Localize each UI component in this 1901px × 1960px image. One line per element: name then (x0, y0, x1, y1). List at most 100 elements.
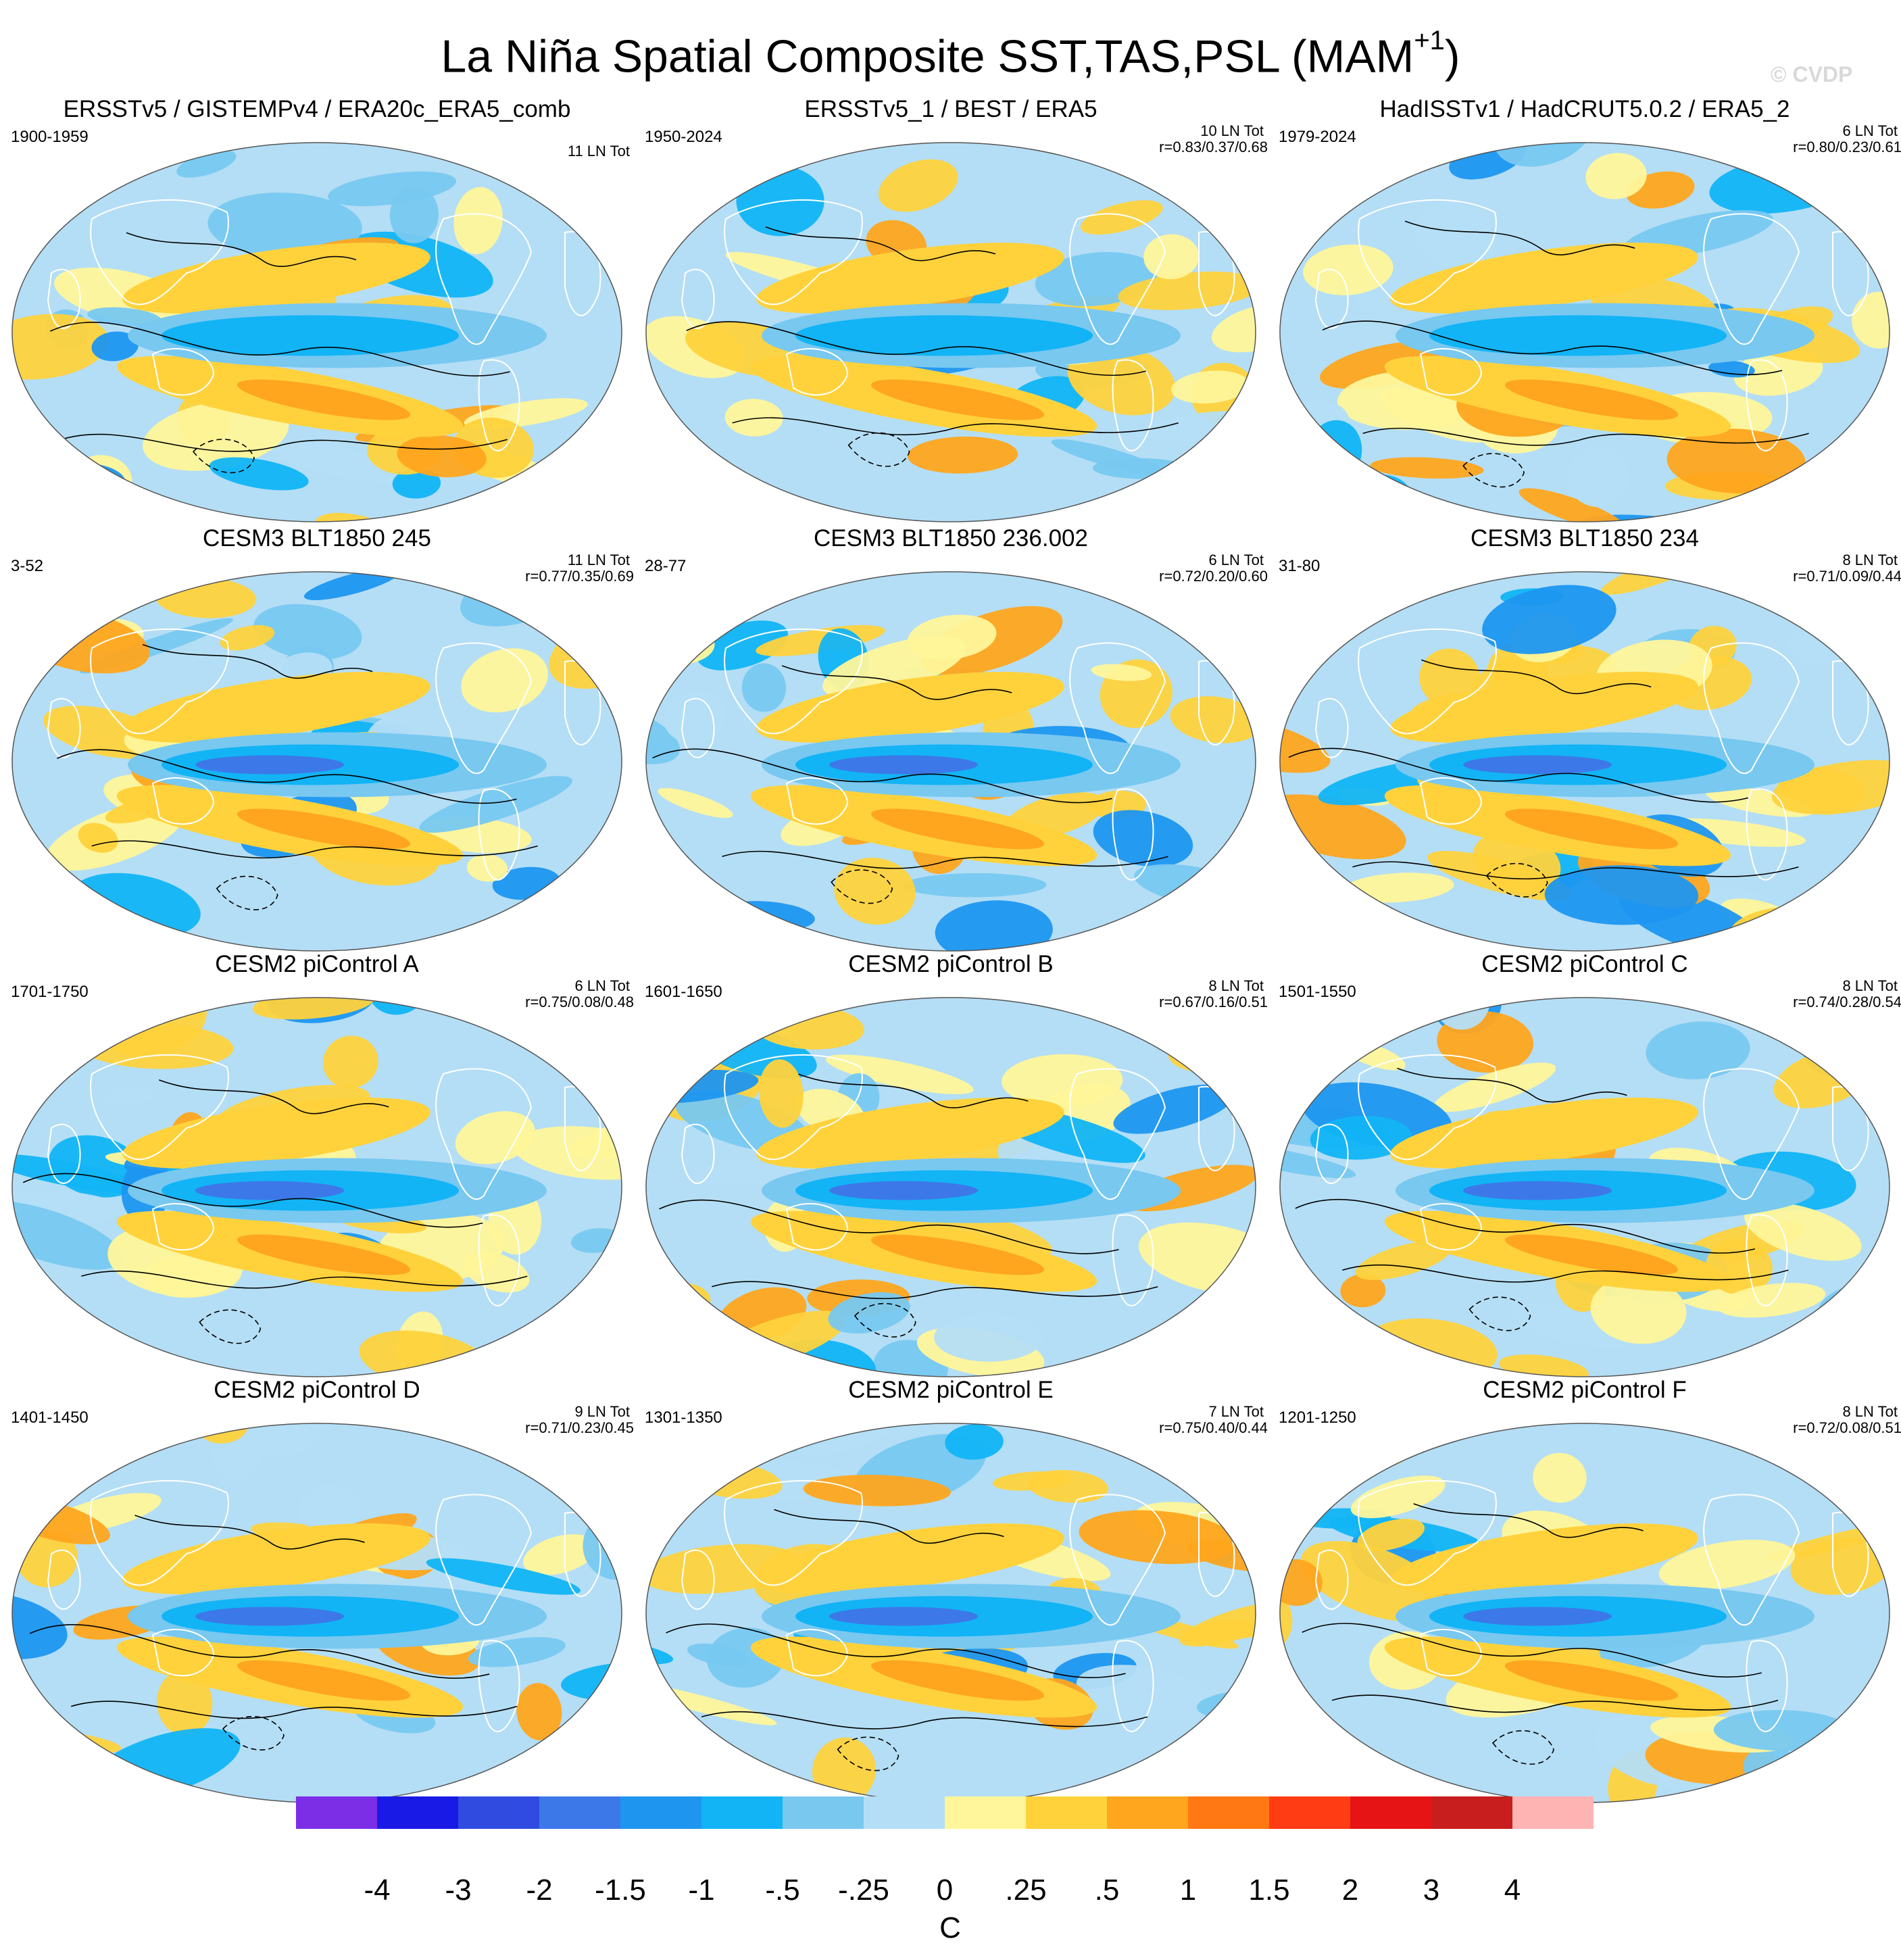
coastline (1419, 777, 1483, 825)
anomaly-patch (12, 1591, 68, 1660)
anomaly-patch (1168, 159, 1248, 200)
anomaly-patch (397, 435, 487, 478)
panel-event-count: 6 LN Tot (1208, 552, 1264, 568)
anomaly-patch (12, 1313, 33, 1353)
psl-contour (57, 749, 517, 804)
anomaly-patch (105, 1087, 156, 1105)
anomaly-patch (1846, 1805, 1888, 1807)
panel-period: 1601-1650 (645, 983, 722, 1001)
anomaly-patch (1667, 428, 1806, 494)
anomaly-patch (78, 823, 118, 853)
anomaly-patch (209, 457, 309, 491)
anomaly-patch (392, 468, 441, 499)
psl-contour (854, 1302, 916, 1338)
colorbar-tick-label: 3 (1423, 1873, 1440, 1907)
panel-event-count: 8 LN Tot (1842, 1403, 1898, 1420)
colorbar-tick-label: -.25 (838, 1873, 889, 1907)
coastline (435, 213, 533, 345)
psl-contour (666, 1623, 1126, 1679)
psl-contour (29, 1623, 490, 1679)
coastline (1746, 788, 1788, 881)
anomaly-patch (903, 873, 1047, 898)
anomaly-patch (1280, 714, 1331, 773)
coastline (1069, 213, 1166, 345)
anomaly-patch (1708, 360, 1755, 378)
anomaly-patch (540, 1423, 587, 1452)
anomaly-patch (828, 1292, 910, 1334)
coastline (681, 1549, 715, 1610)
coastline (1746, 1640, 1788, 1732)
map-border (11, 997, 622, 1377)
panel-correlation: r=0.80/0.23/0.61 (1793, 139, 1901, 155)
psl-contour (798, 1073, 1029, 1108)
colorbar-tick-label: -.5 (765, 1873, 800, 1907)
colorbar-segment (783, 1796, 864, 1829)
cold-tongue-core (195, 755, 344, 775)
panel-title: CESM3 BLT1850 236.002 (813, 525, 1088, 552)
psl-contour (1397, 1067, 1627, 1103)
anomaly-patch (1587, 1804, 1750, 1807)
colorbar-tick-label: 4 (1504, 1873, 1521, 1907)
anomaly-patch (1419, 648, 1480, 708)
anomaly-patch (453, 187, 503, 255)
robinson-map (11, 1423, 622, 1803)
psl-contour (652, 748, 1112, 804)
figure-title-text: La Niña Spatial Composite SST,TAS,PSL (M… (441, 30, 1414, 82)
north-warm-band (1390, 1098, 1698, 1169)
anomaly-patch (1322, 1438, 1382, 1477)
cold-tongue-core (1463, 1181, 1612, 1200)
south-warm-core (1504, 379, 1679, 420)
coastline (151, 1203, 215, 1251)
coastline (1358, 628, 1497, 735)
anomaly-patch (1791, 998, 1890, 1041)
panel-period: 1501-1550 (1279, 983, 1356, 1001)
map-panel: CESM2 piControl B 1601-1650 8 LN Tot r=0.67… (634, 950, 1268, 1382)
north-warm-band (756, 243, 1064, 314)
panel-title: HadISSTv1 / HadCRUT5.0.2 / ERA5_2 (1379, 96, 1790, 122)
north-warm-band (1390, 1523, 1698, 1594)
map-border (645, 571, 1256, 952)
anomaly-patch (1590, 1277, 1687, 1344)
anomaly-patch (1051, 439, 1164, 475)
colorbar-segment (620, 1796, 701, 1829)
anomaly-patch (12, 1031, 49, 1074)
map-border (645, 142, 1256, 522)
north-warm-band (756, 1523, 1064, 1594)
anomaly-patch (91, 331, 139, 362)
psl-contour (61, 433, 508, 452)
panel-title: CESM2 piControl F (1483, 1377, 1687, 1403)
coastline (1112, 1640, 1154, 1732)
psl-contour (1492, 1730, 1554, 1765)
colorbar-segment (377, 1796, 458, 1829)
psl-contour (701, 1711, 1148, 1730)
anomaly-patch (658, 787, 733, 818)
psl-contour (732, 417, 1179, 436)
colorbar-segment (945, 1796, 1026, 1829)
colorbar-tick-label: -2 (526, 1873, 553, 1907)
anomaly-patch (1510, 1302, 1637, 1349)
robinson-map (645, 142, 1256, 522)
colorbar-segment (1107, 1796, 1188, 1829)
anomaly-patch (675, 1090, 810, 1152)
south-warm-core (1504, 1660, 1679, 1701)
anomaly-patch (12, 163, 43, 208)
north-warm-band (1390, 672, 1698, 743)
cold-tongue-core (195, 1181, 344, 1200)
panel-correlation: r=0.72/0.20/0.60 (1159, 568, 1268, 585)
anomaly-patch (1303, 244, 1393, 295)
psl-contour (831, 869, 893, 904)
panel-period: 1201-1250 (1279, 1408, 1356, 1427)
anomaly-patch (567, 572, 622, 610)
anomaly-patch (1379, 387, 1499, 443)
robinson-map (1279, 571, 1890, 952)
robinson-map (11, 142, 622, 522)
cold-tongue-core (1463, 1607, 1612, 1626)
coastline (1419, 1629, 1483, 1677)
anomaly-patch (1170, 696, 1256, 743)
colorbar-tick-label: -1.5 (595, 1873, 646, 1907)
psl-contour (91, 840, 538, 859)
north-warm-band (122, 243, 430, 314)
psl-contour (722, 850, 1168, 869)
south-warm-core (237, 379, 411, 420)
south-warm-core (1504, 808, 1679, 850)
